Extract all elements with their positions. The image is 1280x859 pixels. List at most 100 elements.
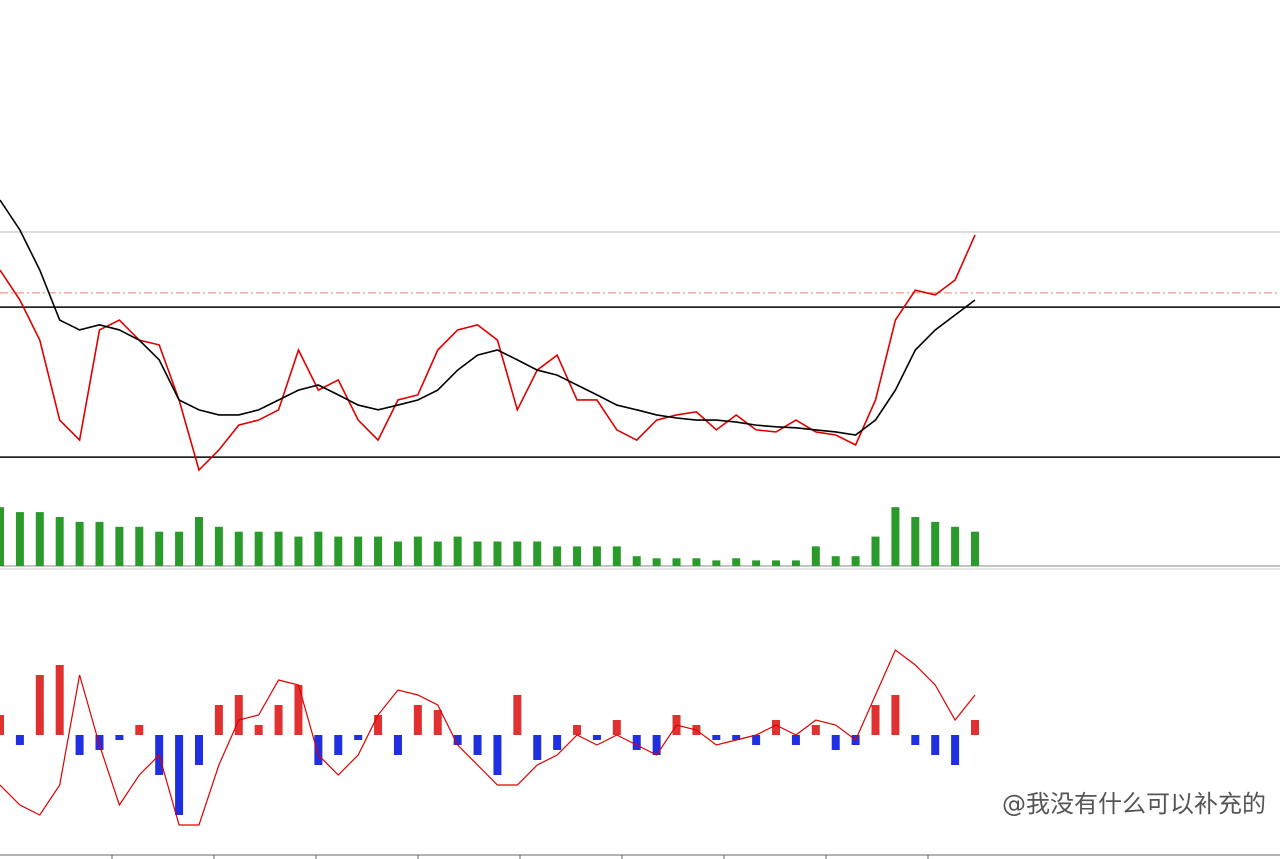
- series-line: [0, 199, 976, 436]
- volume-bar: [234, 531, 243, 566]
- macd-bar: [15, 735, 24, 745]
- volume-bar: [334, 536, 343, 566]
- volume-bar: [473, 541, 482, 566]
- macd-bar: [0, 715, 4, 735]
- volume-bar: [612, 546, 621, 566]
- volume-bar: [75, 521, 84, 566]
- macd-bar: [35, 675, 44, 735]
- volume-bar: [433, 541, 442, 566]
- macd-bar: [811, 725, 820, 735]
- volume-bar: [95, 521, 104, 566]
- macd-bar: [354, 735, 363, 740]
- volume-bar: [194, 517, 203, 566]
- volume-bar: [732, 558, 741, 566]
- macd-bar: [374, 715, 383, 735]
- watermark: @我没有什么可以补充的: [1002, 790, 1266, 818]
- volume-bar: [175, 531, 184, 566]
- macd-bar: [791, 735, 800, 745]
- volume-bar: [0, 507, 4, 566]
- volume-bar: [314, 531, 323, 566]
- volume-bar: [115, 526, 124, 566]
- macd-bar: [533, 735, 542, 760]
- macd-bar: [393, 735, 402, 755]
- macd-bar: [433, 710, 442, 735]
- volume-bar: [254, 531, 263, 566]
- volume-bar: [214, 526, 223, 566]
- volume-bar: [772, 560, 781, 566]
- time-axis-ticks: [111, 855, 929, 859]
- macd-bar: [652, 735, 661, 755]
- macd-bar: [592, 735, 601, 740]
- volume-bar: [294, 536, 303, 566]
- volume-bar: [931, 521, 940, 566]
- macd-bar: [294, 685, 303, 735]
- macd-bar: [971, 720, 979, 735]
- macd-bar: [274, 705, 283, 735]
- macd-bar: [951, 735, 960, 765]
- macd-bar: [194, 735, 203, 765]
- macd-bar: [135, 725, 144, 735]
- macd-bar: [493, 735, 502, 775]
- volume-bar: [513, 541, 522, 566]
- macd-bar: [513, 695, 522, 735]
- volume-bar: [374, 536, 383, 566]
- macd-bar: [632, 735, 641, 750]
- volume-bar: [891, 507, 900, 566]
- macd-bar: [732, 735, 741, 740]
- volume-bar: [951, 526, 960, 566]
- macd-bar: [75, 735, 84, 755]
- macd-bar: [772, 720, 781, 735]
- volume-bar: [15, 512, 24, 566]
- macd-bar: [314, 735, 323, 765]
- volume-bar: [831, 556, 840, 566]
- volume-bar: [632, 556, 641, 566]
- macd-bar: [334, 735, 343, 755]
- volume-bar: [791, 560, 800, 566]
- volume-bar: [553, 546, 562, 566]
- volume-bar: [573, 546, 582, 566]
- macd-bar: [473, 735, 482, 755]
- volume-bar: [35, 512, 44, 566]
- volume-bar: [811, 546, 820, 566]
- macd-bar: [891, 695, 900, 735]
- macd-bar: [115, 735, 124, 740]
- volume-bar: [274, 531, 283, 566]
- macd-bar: [752, 735, 761, 745]
- macd-bar: [55, 665, 64, 735]
- macd-bar: [214, 705, 223, 735]
- volume-bar: [413, 536, 422, 566]
- volume-bar: [692, 558, 701, 566]
- macd-bar: [871, 705, 880, 735]
- macd-bar: [553, 735, 562, 750]
- volume-bar: [592, 546, 601, 566]
- volume-bar: [55, 517, 64, 566]
- volume-bar: [533, 541, 542, 566]
- series-line: [0, 649, 976, 826]
- volume-bar: [752, 560, 761, 566]
- macd-bar: [911, 735, 920, 745]
- volume-bar: [712, 560, 721, 566]
- volume-bar: [652, 558, 661, 566]
- volume-bar: [354, 536, 363, 566]
- volume-bar: [135, 526, 144, 566]
- macd-bar: [95, 735, 104, 750]
- macd-bar: [254, 725, 263, 735]
- volume-bar: [393, 541, 402, 566]
- macd-bar: [413, 705, 422, 735]
- macd-bar: [175, 735, 184, 815]
- volume-bar: [871, 536, 880, 566]
- macd-bar: [931, 735, 940, 755]
- macd-bar: [573, 725, 582, 735]
- volume-bar: [493, 541, 502, 566]
- volume-bar: [851, 556, 860, 566]
- volume-bar: [453, 536, 462, 566]
- macd-bar: [234, 695, 243, 735]
- macd-bar: [612, 720, 621, 735]
- macd-bar: [453, 735, 462, 745]
- macd-bar: [712, 735, 721, 740]
- volume-bar: [672, 558, 681, 566]
- volume-bar: [155, 531, 164, 566]
- volume-bar: [911, 517, 920, 566]
- volume-bar: [971, 531, 979, 566]
